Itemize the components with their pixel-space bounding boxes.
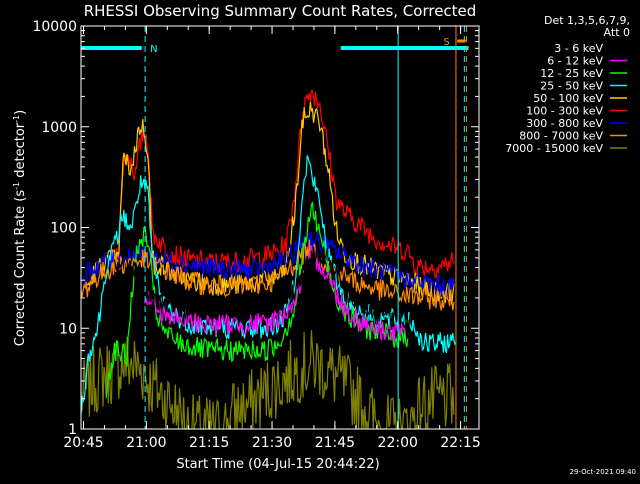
series-line-4 [86, 102, 455, 305]
timestamp: 29-Oct-2021 09:40 [570, 468, 636, 476]
x-tick-label: 22:00 [378, 435, 418, 451]
x-tick-label: 21:00 [126, 435, 166, 451]
y-tick-label: 10 [59, 321, 77, 337]
legend-label: 6 - 12 keV [547, 55, 603, 68]
x-tick-label: 21:45 [315, 435, 355, 451]
y-axis-label-sup2: -1 [12, 115, 21, 123]
legend-label: 50 - 100 keV [533, 92, 603, 105]
y-tick-label: 10000 [32, 19, 77, 35]
series-layer [80, 90, 457, 430]
legend-label: 3 - 6 keV [554, 42, 603, 55]
legend-label: 7000 - 15000 keV [505, 142, 603, 155]
chart-title: RHESSI Observing Summary Count Rates, Co… [84, 2, 477, 20]
legend-label: 100 - 300 keV [526, 105, 603, 118]
saa-label: S [443, 37, 449, 48]
series-line-8 [80, 330, 455, 430]
series-line-0 [113, 246, 411, 329]
y-axis-label-mid: detector [13, 122, 28, 182]
y-axis-label-main: Corrected Count Rate (s [13, 190, 28, 347]
y-tick-label: 100 [50, 221, 77, 237]
legend-header-line2: Att 0 [604, 26, 630, 39]
legend-label: 12 - 25 keV [540, 67, 603, 80]
x-tick-label: 20:45 [63, 435, 103, 451]
y-axis-label: Corrected Count Rate (s-1 detector-1) [12, 110, 28, 346]
series-line-1 [143, 245, 406, 343]
series-line-7 [80, 239, 455, 311]
y-axis-label-sup1: -1 [12, 182, 21, 190]
legend-label: 300 - 800 keV [526, 117, 603, 130]
axis-layer: 1 10 100 1000 10000 20:45 21:00 21:15 21:30 21:45… [32, 19, 480, 451]
night-label: N [150, 44, 157, 55]
x-tick-label: 22:15 [440, 435, 480, 451]
y-tick-label: 1 [68, 422, 77, 438]
legend-header-line1: Det 1,3,5,6,7,9, [544, 14, 630, 27]
y-tick-label: 1000 [41, 120, 77, 136]
legend-label: 25 - 50 keV [540, 80, 603, 93]
y-axis-label-end: ) [13, 110, 28, 115]
legend-label: 800 - 7000 keV [519, 130, 603, 143]
series-line-5 [109, 90, 455, 279]
x-tick-label: 21:15 [189, 435, 229, 451]
x-tick-label: 21:30 [252, 435, 292, 451]
annotation-layer: NS [81, 26, 469, 429]
x-axis-label: Start Time (04-Jul-15 20:44:22) [176, 457, 379, 472]
